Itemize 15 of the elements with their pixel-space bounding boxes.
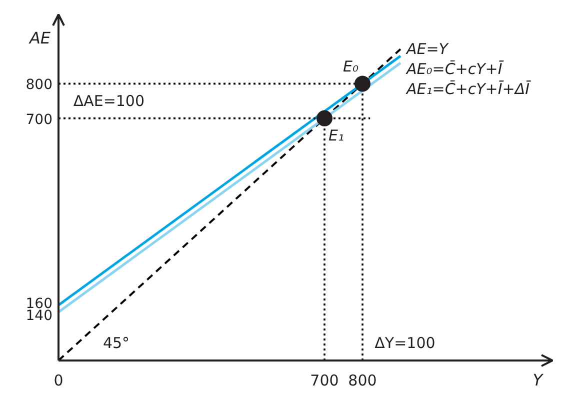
annotation: 45° [102, 334, 130, 352]
y-axis-title: AE [28, 28, 52, 48]
x-tick-label: 700 [310, 372, 339, 390]
series-label: E₀ [343, 58, 359, 76]
series-label: E₁ [328, 126, 344, 144]
x-tick-label: 0 [54, 372, 64, 390]
annotation: ΔAE=100 [73, 92, 145, 110]
y-tick-label: 700 [26, 112, 53, 128]
x-tick-label: 800 [348, 372, 377, 390]
x-axis-title: Y [532, 370, 544, 390]
series-label: AE=Y [406, 40, 450, 58]
annotation: ΔY=100 [374, 334, 436, 352]
series-label: AE₁=C̄+cY+Ī+ΔĪ [406, 79, 532, 98]
series-label: AE₀=C̄+cY+Ī [406, 59, 504, 78]
y-tick-label: 800 [26, 77, 53, 94]
